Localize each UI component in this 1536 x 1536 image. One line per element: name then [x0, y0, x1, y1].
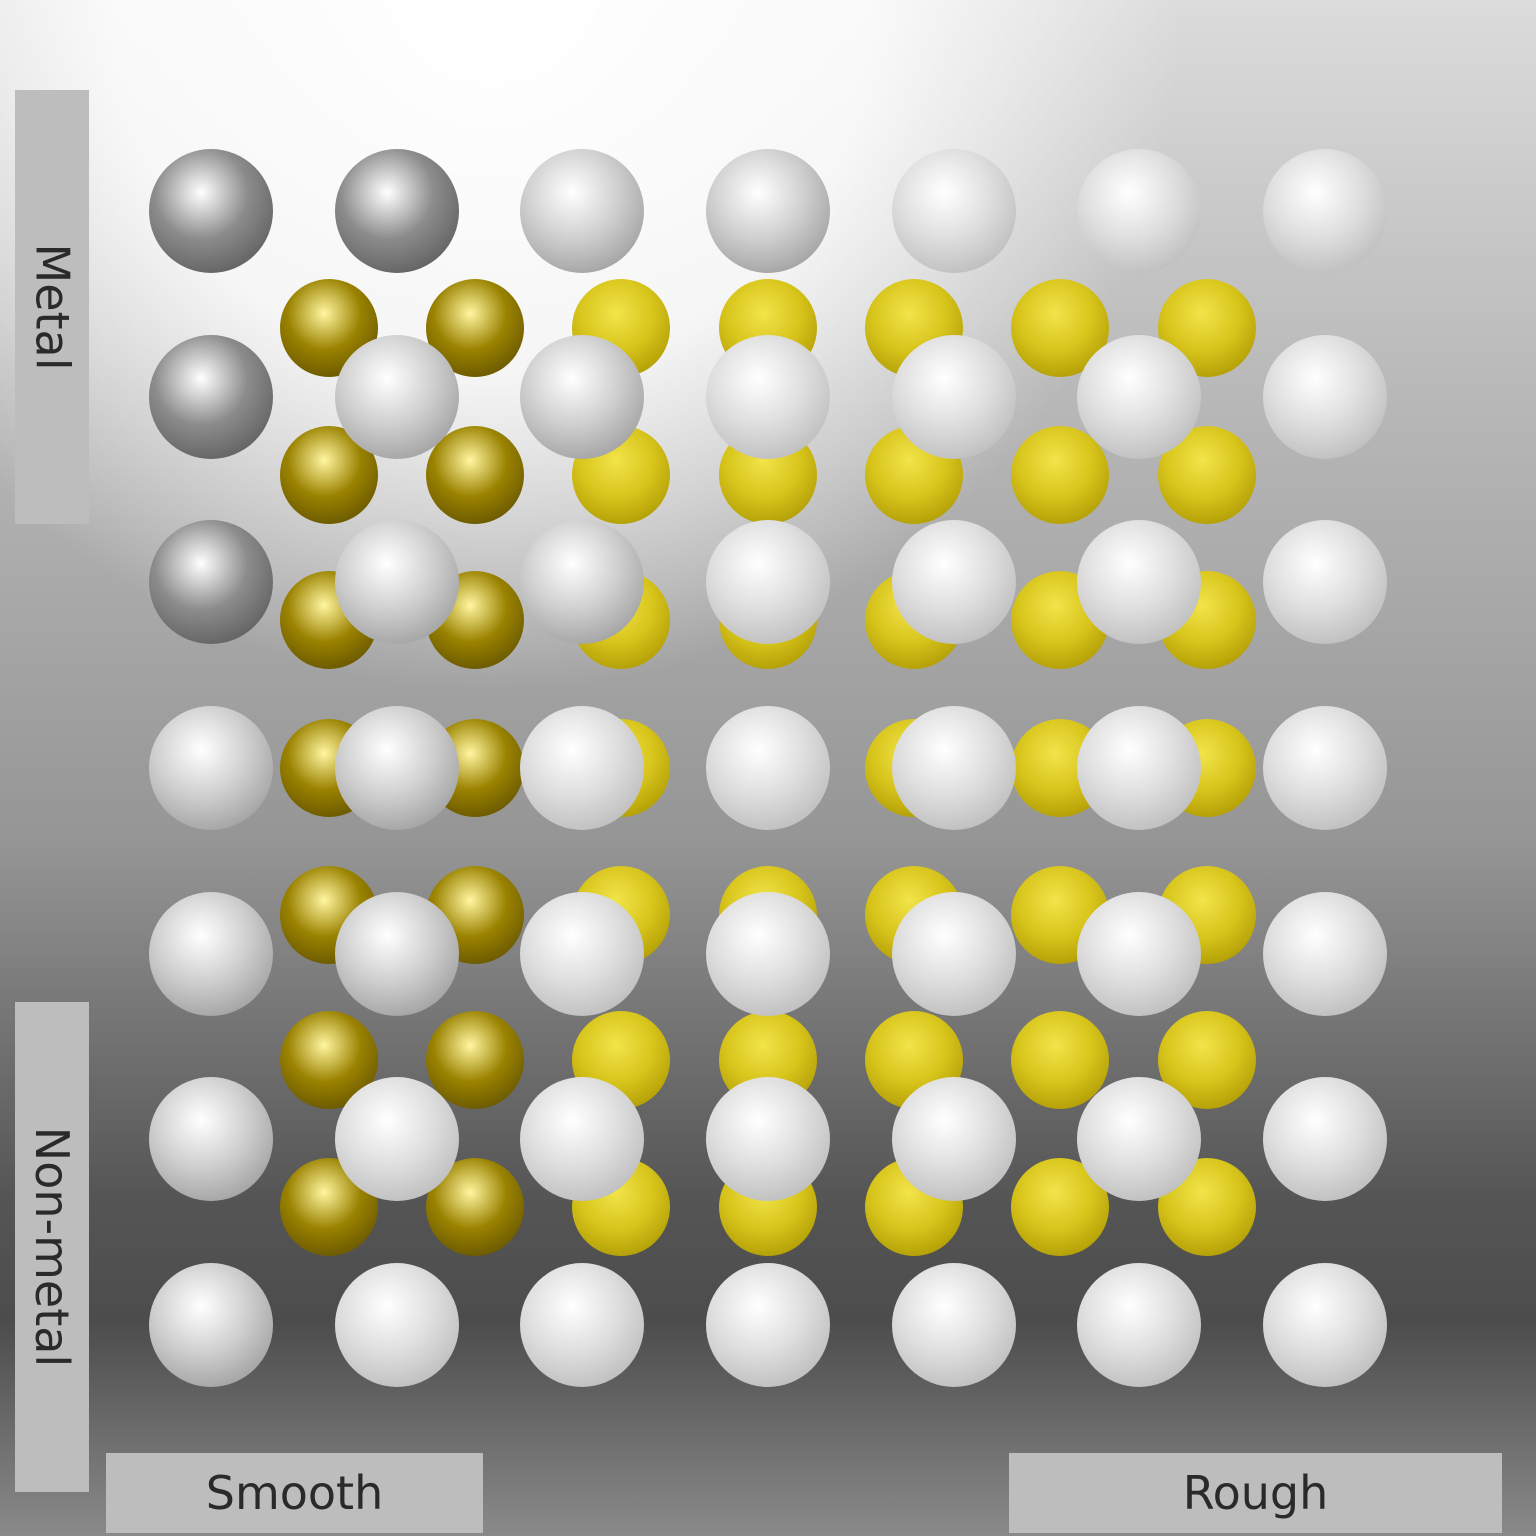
white-sphere	[1263, 1077, 1387, 1201]
white-sphere	[335, 520, 459, 644]
white-sphere	[520, 706, 644, 830]
white-sphere	[335, 892, 459, 1016]
white-sphere	[520, 335, 644, 459]
white-sphere	[149, 892, 273, 1016]
white-sphere	[1263, 335, 1387, 459]
white-sphere	[892, 706, 1016, 830]
white-sphere	[706, 706, 830, 830]
metal-axis-label: Metal	[15, 90, 89, 524]
white-sphere	[149, 520, 273, 644]
gold-sphere	[426, 426, 524, 524]
white-sphere	[1077, 706, 1201, 830]
white-sphere-layer	[149, 149, 1387, 1387]
white-sphere	[892, 1077, 1016, 1201]
metal-label-text: Metal	[25, 243, 79, 371]
white-sphere	[1263, 149, 1387, 273]
gold-sphere	[426, 1158, 524, 1256]
non-metal-axis-label: Non-metal	[15, 1002, 89, 1492]
white-sphere	[520, 1263, 644, 1387]
white-sphere	[1077, 335, 1201, 459]
white-sphere	[520, 892, 644, 1016]
gold-sphere	[1011, 426, 1109, 524]
white-sphere	[892, 335, 1016, 459]
white-sphere	[1263, 1263, 1387, 1387]
gold-sphere	[280, 1011, 378, 1109]
smooth-label-text: Smooth	[205, 1466, 384, 1520]
white-sphere	[149, 149, 273, 273]
white-sphere	[335, 706, 459, 830]
gold-sphere	[280, 426, 378, 524]
white-sphere	[520, 1077, 644, 1201]
white-sphere	[335, 1263, 459, 1387]
gold-sphere	[1011, 1011, 1109, 1109]
white-sphere	[520, 520, 644, 644]
white-sphere	[149, 335, 273, 459]
white-sphere	[1263, 520, 1387, 644]
white-sphere	[1077, 1077, 1201, 1201]
white-sphere	[335, 335, 459, 459]
gold-sphere	[426, 279, 524, 377]
gold-sphere	[1011, 279, 1109, 377]
gold-sphere	[1158, 1011, 1256, 1109]
white-sphere	[1077, 1263, 1201, 1387]
white-sphere	[892, 520, 1016, 644]
white-sphere	[1263, 706, 1387, 830]
rough-label-text: Rough	[1182, 1466, 1329, 1520]
white-sphere	[149, 706, 273, 830]
white-sphere	[892, 892, 1016, 1016]
smooth-axis-label: Smooth	[106, 1453, 483, 1533]
white-sphere	[520, 149, 644, 273]
white-sphere	[706, 1263, 830, 1387]
gold-sphere	[1158, 426, 1256, 524]
white-sphere	[892, 1263, 1016, 1387]
white-sphere	[335, 1077, 459, 1201]
gold-sphere	[280, 279, 378, 377]
white-sphere	[706, 892, 830, 1016]
white-sphere	[1077, 149, 1201, 273]
rough-axis-label: Rough	[1009, 1453, 1502, 1533]
white-sphere	[706, 1077, 830, 1201]
non-metal-label-text: Non-metal	[25, 1126, 80, 1368]
white-sphere	[335, 149, 459, 273]
white-sphere	[149, 1263, 273, 1387]
white-sphere	[706, 335, 830, 459]
gold-sphere	[1011, 1158, 1109, 1256]
white-sphere	[706, 520, 830, 644]
white-sphere	[1077, 892, 1201, 1016]
white-sphere	[892, 149, 1016, 273]
white-sphere	[149, 1077, 273, 1201]
gold-sphere	[1158, 279, 1256, 377]
white-sphere	[706, 149, 830, 273]
white-sphere	[1263, 892, 1387, 1016]
gold-sphere	[426, 1011, 524, 1109]
white-sphere	[1077, 520, 1201, 644]
